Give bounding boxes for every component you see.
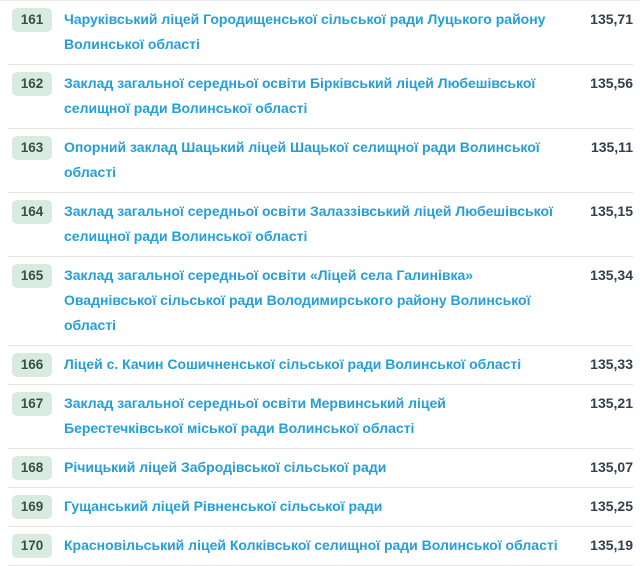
table-row: 167 Заклад загальної середньої освіти Ме…: [8, 385, 633, 449]
rank-badge: 170: [12, 534, 52, 558]
school-link[interactable]: Ліцей с. Качин Сошичненської сільської р…: [64, 356, 522, 372]
rank-badge: 162: [12, 72, 52, 96]
school-link[interactable]: Опорний заклад Шацький ліцей Шацької сел…: [64, 139, 540, 180]
table-row: 168 Річицький ліцей Забродівської сільсь…: [8, 449, 633, 488]
rank-badge: 168: [12, 456, 52, 480]
table-row: 165 Заклад загальної середньої освіти «Л…: [8, 257, 633, 346]
table-row: 161 Чаруківський ліцей Городищенської сі…: [8, 1, 633, 65]
table-row: 169 Гущанський ліцей Рівненської сільськ…: [8, 488, 633, 527]
table-row: 170 Красновільський ліцей Колківської се…: [8, 527, 633, 566]
score-value: 135,07: [590, 459, 633, 475]
rank-badge: 165: [12, 264, 52, 288]
rank-badge: 164: [12, 200, 52, 224]
school-link[interactable]: Заклад загальної середньої освіти Бірків…: [64, 75, 536, 116]
table-row: 164 Заклад загальної середньої освіти За…: [8, 193, 633, 257]
school-link[interactable]: Заклад загальної середньої освіти Мервин…: [64, 395, 446, 436]
school-link[interactable]: Заклад загальної середньої освіти Залазз…: [64, 203, 553, 244]
rank-badge: 163: [12, 136, 52, 160]
score-value: 135,21: [590, 395, 633, 411]
school-link[interactable]: Чаруківський ліцей Городищенської сільсь…: [64, 11, 546, 52]
school-link[interactable]: Заклад загальної середньої освіти «Ліцей…: [64, 267, 531, 333]
score-value: 135,56: [590, 75, 633, 91]
school-link[interactable]: Красновільський ліцей Колківської селищн…: [64, 537, 558, 553]
table-row: 162 Заклад загальної середньої освіти Бі…: [8, 65, 633, 129]
rank-badge: 169: [12, 495, 52, 519]
rank-badge: 161: [12, 8, 52, 32]
score-value: 135,11: [590, 139, 633, 155]
score-value: 135,15: [590, 203, 633, 219]
rank-badge: 166: [12, 353, 52, 377]
table-row: 166 Ліцей с. Качин Сошичненської сільськ…: [8, 346, 633, 385]
rank-badge: 167: [12, 392, 52, 416]
score-value: 135,71: [590, 11, 633, 27]
score-value: 135,19: [590, 537, 633, 553]
table-row: 163 Опорний заклад Шацький ліцей Шацької…: [8, 129, 633, 193]
school-link[interactable]: Річицький ліцей Забродівської сільської …: [64, 459, 387, 475]
score-value: 135,33: [590, 356, 633, 372]
score-value: 135,34: [590, 267, 633, 283]
school-link[interactable]: Гущанський ліцей Рівненської сільської р…: [64, 498, 383, 514]
score-value: 135,25: [590, 498, 633, 514]
